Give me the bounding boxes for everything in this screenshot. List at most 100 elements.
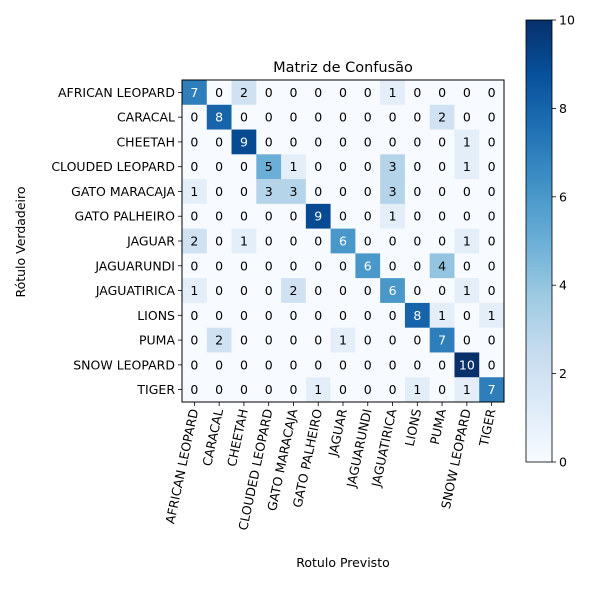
colorbar-tick-label: 6 — [559, 189, 567, 204]
x-tick-label: LIONS — [402, 407, 425, 447]
heatmap-cell — [231, 203, 257, 229]
heatmap-cell — [429, 154, 455, 180]
cell-value: 0 — [389, 110, 397, 125]
heatmap-cell — [206, 228, 232, 254]
cell-value: 0 — [438, 134, 446, 149]
heatmap-cell — [281, 278, 307, 304]
heatmap-cell — [454, 104, 480, 130]
colorbar-tick-label: 10 — [559, 13, 575, 28]
heatmap-cell — [305, 129, 331, 155]
heatmap-cell — [206, 253, 232, 279]
y-tick-label: LIONS — [137, 308, 175, 323]
cell-value: 0 — [215, 308, 223, 323]
cell-value: 1 — [413, 382, 421, 397]
y-tick-label: PUMA — [139, 333, 175, 348]
cell-value: 1 — [339, 333, 347, 348]
heatmap-cell — [380, 80, 406, 106]
plot-frame — [181, 79, 505, 403]
heatmap-cell — [429, 253, 455, 279]
cell-value: 2 — [190, 234, 198, 249]
heatmap-cell — [206, 278, 232, 304]
cell-value: 0 — [265, 333, 273, 348]
cell-value: 0 — [314, 234, 322, 249]
cell-value: 0 — [463, 258, 471, 273]
heatmap-cell — [330, 228, 356, 254]
cell-value: 0 — [413, 159, 421, 174]
y-tick-label: JAGUATIRICA — [95, 283, 176, 298]
cell-value: 0 — [438, 357, 446, 372]
heatmap-cell — [479, 80, 505, 106]
heatmap-cell — [182, 80, 208, 106]
chart-title: Matriz de Confusão — [273, 60, 413, 76]
heatmap-cell — [206, 104, 232, 130]
cell-value: 6 — [389, 283, 397, 298]
cell-value: 0 — [314, 308, 322, 323]
heatmap-cell — [330, 377, 356, 403]
heatmap-cell — [206, 179, 232, 205]
y-tick-label: GATO MARACAJA — [71, 184, 175, 199]
heatmap-cell — [305, 327, 331, 353]
heatmap-cell — [206, 203, 232, 229]
heatmap-cell — [404, 104, 430, 130]
heatmap-cell — [330, 104, 356, 130]
cell-value: 1 — [240, 234, 248, 249]
heatmap-cell — [182, 302, 208, 328]
cell-value: 0 — [289, 110, 297, 125]
cell-value: 0 — [364, 333, 372, 348]
cell-value: 0 — [215, 258, 223, 273]
heatmap-cell — [281, 80, 307, 106]
heatmap-cell — [182, 228, 208, 254]
cell-value: 0 — [190, 357, 198, 372]
y-tick-label: JAGUARUNDI — [94, 258, 175, 273]
cell-value: 0 — [240, 159, 248, 174]
heatmap-cell — [231, 129, 257, 155]
heatmap-cell — [404, 203, 430, 229]
cell-value: 0 — [215, 382, 223, 397]
heatmap-cell — [479, 377, 505, 403]
heatmap-cell — [256, 302, 282, 328]
heatmap-cell — [479, 179, 505, 205]
heatmap-cell — [330, 154, 356, 180]
cell-value: 0 — [265, 85, 273, 100]
cell-value: 0 — [389, 134, 397, 149]
cell-value: 0 — [215, 357, 223, 372]
heatmap-cell — [182, 278, 208, 304]
heatmap-cell — [281, 352, 307, 378]
cell-value: 0 — [339, 85, 347, 100]
heatmap-cell — [256, 104, 282, 130]
heatmap-cell — [429, 278, 455, 304]
heatmap-cell — [479, 203, 505, 229]
cell-value: 0 — [265, 283, 273, 298]
heatmap-cell — [429, 179, 455, 205]
cell-value: 0 — [438, 159, 446, 174]
cell-value: 0 — [215, 85, 223, 100]
cell-value: 7 — [488, 382, 496, 397]
heatmap-cell — [305, 377, 331, 403]
heatmap-cell — [355, 278, 381, 304]
cell-value: 0 — [438, 283, 446, 298]
cell-value: 0 — [289, 258, 297, 273]
cell-value: 0 — [289, 85, 297, 100]
heatmap-cell — [454, 253, 480, 279]
heatmap-cell — [206, 129, 232, 155]
cell-value: 0 — [314, 357, 322, 372]
heatmap-cell — [182, 203, 208, 229]
heatmap-cell — [305, 253, 331, 279]
cell-value: 0 — [240, 258, 248, 273]
heatmap-cell — [231, 154, 257, 180]
heatmap-cell — [479, 104, 505, 130]
cell-value: 0 — [488, 357, 496, 372]
heatmap-cell — [429, 80, 455, 106]
cell-value: 0 — [265, 134, 273, 149]
heatmap-cell — [231, 228, 257, 254]
cell-value: 0 — [240, 308, 248, 323]
cell-value: 0 — [364, 85, 372, 100]
cell-value: 0 — [240, 184, 248, 199]
heatmap-cell — [404, 154, 430, 180]
heatmap-cell — [256, 253, 282, 279]
cell-value: 0 — [413, 258, 421, 273]
cell-value: 0 — [339, 308, 347, 323]
cell-value: 0 — [215, 159, 223, 174]
cell-value: 9 — [240, 134, 248, 149]
cell-value: 8 — [413, 308, 421, 323]
